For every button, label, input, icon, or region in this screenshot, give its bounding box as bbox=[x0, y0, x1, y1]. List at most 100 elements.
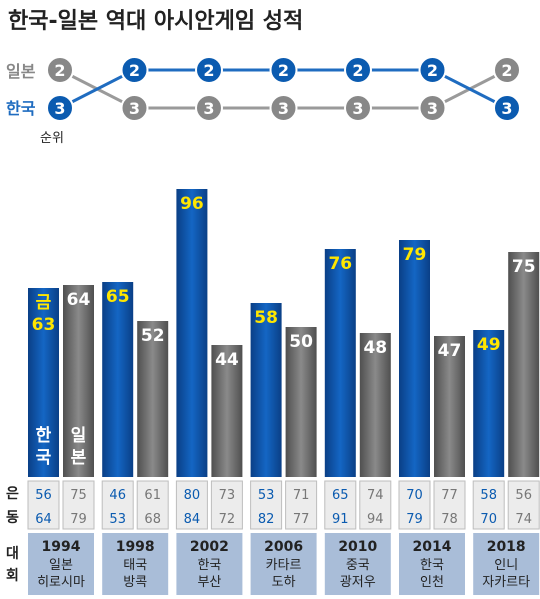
edition-cell bbox=[250, 533, 317, 595]
japan-rank-value: 3 bbox=[129, 99, 140, 118]
edition-country: 인니 bbox=[494, 558, 518, 573]
korea-medal-cell bbox=[27, 480, 60, 530]
korea-gold-value: 49 bbox=[477, 335, 501, 355]
japan-gold-bar bbox=[508, 252, 540, 477]
japan-gold-value: 52 bbox=[141, 326, 165, 346]
korea-bar-label: 한 bbox=[36, 426, 52, 446]
edition-country: 태국 bbox=[123, 558, 147, 573]
edition-year: 2018 bbox=[487, 539, 526, 555]
edition-city: 도하 bbox=[272, 575, 296, 590]
korea-rank-label: 한국 bbox=[6, 99, 36, 118]
edition-cell bbox=[399, 533, 465, 595]
korea-bronze-value: 91 bbox=[332, 512, 349, 527]
korea-rank-value: 2 bbox=[203, 61, 214, 80]
japan-medal-cell bbox=[285, 480, 318, 530]
korea-gold-bar bbox=[176, 189, 208, 477]
edition-year: 1994 bbox=[42, 539, 81, 555]
korea-medal-cell bbox=[472, 480, 505, 530]
korea-gold-bar bbox=[473, 330, 505, 477]
rank-chart: 일본 한국 순위 2 3 3 2 3 2 3 2 3 2 3 2 2 3 bbox=[6, 56, 521, 146]
edition-city: 히로시마 bbox=[37, 575, 85, 590]
japan-medal-cell bbox=[210, 480, 243, 530]
japan-bronze-value: 79 bbox=[70, 512, 87, 527]
japan-bronze-value: 74 bbox=[515, 512, 532, 527]
korea-bronze-value: 53 bbox=[109, 512, 126, 527]
edition-country: 중국 bbox=[346, 558, 370, 573]
japan-bronze-value: 78 bbox=[441, 512, 458, 527]
japan-medal-cell bbox=[62, 480, 95, 530]
korea-silver-value: 80 bbox=[184, 488, 201, 503]
korea-rank-value: 2 bbox=[427, 61, 438, 80]
gold-prefix-label: 금 bbox=[36, 293, 52, 313]
japan-gold-bar bbox=[434, 336, 465, 477]
edition-cell bbox=[324, 533, 391, 595]
japan-medal-cell bbox=[507, 480, 540, 530]
korea-gold-bar bbox=[399, 240, 430, 477]
korea-rank-marker bbox=[269, 56, 298, 84]
korea-gold-bar bbox=[28, 288, 59, 477]
japan-gold-value: 50 bbox=[289, 332, 313, 352]
korea-silver-value: 53 bbox=[258, 488, 275, 503]
edition-country: 한국 bbox=[420, 558, 444, 573]
japan-rank-value: 2 bbox=[501, 61, 512, 80]
edition-cell bbox=[28, 533, 94, 595]
japan-rank-marker bbox=[269, 94, 298, 122]
korea-gold-value: 79 bbox=[403, 245, 427, 265]
korea-gold-value: 96 bbox=[180, 194, 204, 214]
korea-bronze-value: 79 bbox=[406, 512, 423, 527]
korea-rank-value: 2 bbox=[278, 61, 289, 80]
edition-city: 부산 bbox=[197, 575, 221, 590]
edition-year: 2002 bbox=[190, 539, 229, 555]
edition-city: 광저우 bbox=[340, 575, 376, 590]
korea-rank-value: 2 bbox=[352, 61, 363, 80]
korea-bronze-value: 82 bbox=[258, 512, 275, 527]
korea-gold-value: 76 bbox=[328, 254, 352, 274]
japan-silver-value: 71 bbox=[293, 488, 310, 503]
japan-rank-value: 3 bbox=[278, 99, 289, 118]
korea-rank-marker bbox=[46, 94, 74, 122]
korea-rank-value: 2 bbox=[129, 61, 140, 80]
korea-silver-value: 46 bbox=[109, 488, 126, 503]
japan-rank-value: 3 bbox=[352, 99, 363, 118]
japan-bar-label: 본 bbox=[71, 448, 87, 468]
edition-cell bbox=[473, 533, 540, 595]
korea-medal-cell bbox=[101, 480, 134, 530]
japan-gold-value: 44 bbox=[215, 350, 239, 370]
korea-bronze-value: 64 bbox=[35, 512, 52, 527]
japan-gold-bar bbox=[285, 327, 317, 477]
korea-bar-label: 국 bbox=[36, 448, 52, 468]
japan-medal-cell bbox=[359, 480, 392, 530]
japan-gold-value: 47 bbox=[438, 341, 462, 361]
japan-silver-value: 74 bbox=[367, 488, 384, 503]
japan-rank-value: 2 bbox=[54, 61, 65, 80]
japan-gold-value: 64 bbox=[67, 290, 91, 310]
korea-rank-marker bbox=[120, 56, 149, 84]
japan-rank-marker bbox=[493, 56, 521, 84]
chart-title: 한국-일본 역대 아시안게임 성적 bbox=[8, 9, 303, 34]
korea-medal-cell bbox=[398, 480, 431, 530]
edition-country: 일본 bbox=[49, 558, 73, 573]
japan-rank-label: 일본 bbox=[6, 62, 36, 81]
edition-row-label-2: 회 bbox=[6, 568, 19, 584]
japan-gold-bar bbox=[211, 345, 243, 477]
japan-gold-bar bbox=[137, 321, 169, 477]
bronze-row-label: 동 bbox=[6, 510, 19, 526]
japan-rank-marker bbox=[195, 94, 223, 122]
japan-gold-value: 75 bbox=[512, 257, 536, 277]
korea-gold-bar bbox=[102, 282, 134, 477]
japan-silver-value: 73 bbox=[219, 488, 236, 503]
edition-country: 한국 bbox=[197, 558, 221, 573]
korea-gold-bar bbox=[250, 303, 282, 477]
japan-silver-value: 77 bbox=[441, 488, 458, 503]
korea-rank-marker bbox=[195, 56, 223, 84]
korea-bronze-value: 70 bbox=[480, 512, 497, 527]
edition-city: 자카르타 bbox=[482, 575, 530, 590]
korea-medal-cell bbox=[175, 480, 208, 530]
korea-silver-value: 58 bbox=[480, 488, 497, 503]
korea-medal-cell bbox=[324, 480, 357, 530]
korea-gold-bar bbox=[324, 249, 356, 477]
korea-bronze-value: 84 bbox=[184, 512, 201, 527]
